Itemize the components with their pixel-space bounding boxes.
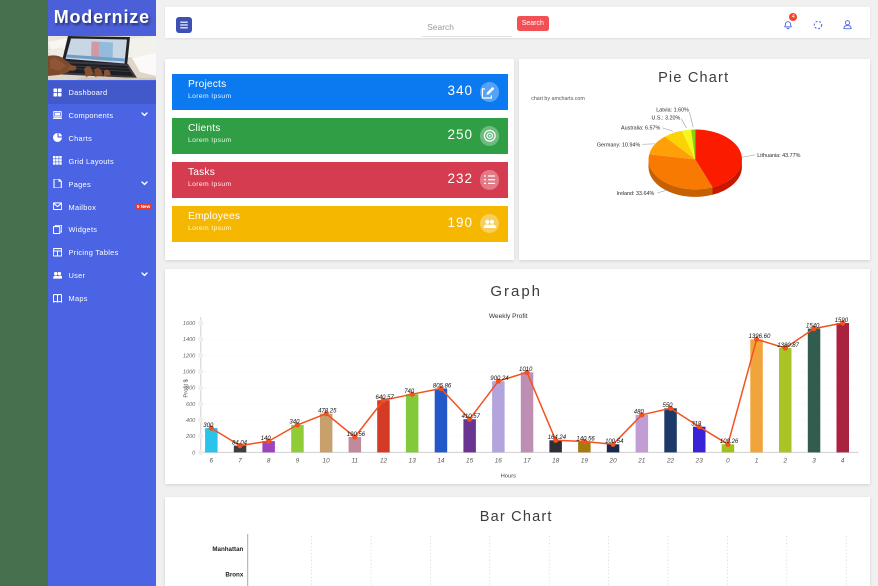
svg-text:900.24: 900.24 xyxy=(490,376,509,382)
svg-text:10: 10 xyxy=(322,457,330,464)
svg-text:Lithuania: 43.77%: Lithuania: 43.77% xyxy=(757,153,800,159)
svg-text:Hours: Hours xyxy=(500,473,516,479)
svg-text:1600: 1600 xyxy=(183,321,196,327)
svg-text:478.25: 478.25 xyxy=(318,408,337,414)
svg-text:300: 300 xyxy=(203,422,214,428)
svg-text:200: 200 xyxy=(185,434,196,440)
svg-text:U.S.: 3.20%: U.S.: 3.20% xyxy=(651,115,680,121)
svg-text:14: 14 xyxy=(437,457,445,464)
svg-text:1: 1 xyxy=(755,457,759,464)
svg-text:Profit $: Profit $ xyxy=(183,378,189,397)
svg-text:1540: 1540 xyxy=(806,323,820,329)
svg-text:Latvia: 1.60%: Latvia: 1.60% xyxy=(656,107,689,113)
svg-text:410.57: 410.57 xyxy=(461,414,480,420)
svg-text:600: 600 xyxy=(186,401,196,407)
svg-text:100.26: 100.26 xyxy=(720,439,739,445)
svg-text:21: 21 xyxy=(637,457,646,464)
svg-text:800: 800 xyxy=(186,385,196,391)
svg-text:400: 400 xyxy=(186,418,196,424)
svg-text:23: 23 xyxy=(694,457,703,464)
svg-text:Bronx: Bronx xyxy=(225,572,243,579)
svg-text:1396.60: 1396.60 xyxy=(748,334,770,340)
svg-text:9: 9 xyxy=(295,457,299,464)
svg-text:22: 22 xyxy=(666,457,675,464)
svg-text:140: 140 xyxy=(260,435,271,441)
svg-text:19: 19 xyxy=(581,457,589,464)
svg-text:7: 7 xyxy=(238,457,242,464)
svg-text:8: 8 xyxy=(267,457,271,464)
svg-text:18: 18 xyxy=(552,457,560,464)
svg-text:17: 17 xyxy=(523,457,531,464)
svg-text:100.54: 100.54 xyxy=(605,439,624,445)
svg-text:6: 6 xyxy=(209,457,213,464)
svg-text:1380.87: 1380.87 xyxy=(777,342,799,348)
svg-text:550: 550 xyxy=(662,403,673,409)
svg-text:Ireland: 33.64%: Ireland: 33.64% xyxy=(616,191,654,197)
svg-text:0: 0 xyxy=(726,457,730,464)
svg-text:340: 340 xyxy=(289,419,300,425)
svg-text:13: 13 xyxy=(408,457,416,464)
svg-text:11: 11 xyxy=(351,457,358,464)
svg-text:20: 20 xyxy=(608,457,617,464)
svg-text:Manhattan: Manhattan xyxy=(212,546,243,553)
svg-text:190.56: 190.56 xyxy=(346,431,365,437)
svg-text:1200: 1200 xyxy=(183,353,196,359)
svg-text:15: 15 xyxy=(466,457,474,464)
svg-text:4: 4 xyxy=(841,457,845,464)
svg-text:480: 480 xyxy=(633,409,644,415)
svg-text:1000: 1000 xyxy=(183,369,196,375)
svg-text:640.57: 640.57 xyxy=(375,395,394,401)
svg-text:740: 740 xyxy=(404,389,415,395)
svg-text:1400: 1400 xyxy=(183,337,196,343)
svg-text:Australia: 6.57%: Australia: 6.57% xyxy=(621,125,660,131)
svg-text:12: 12 xyxy=(380,457,388,464)
svg-text:0: 0 xyxy=(192,450,196,456)
svg-text:1590: 1590 xyxy=(834,317,848,323)
svg-text:140.56: 140.56 xyxy=(576,436,595,442)
svg-text:84.04: 84.04 xyxy=(232,440,248,446)
svg-text:319: 319 xyxy=(691,421,702,427)
svg-text:1010: 1010 xyxy=(519,367,533,373)
svg-text:16: 16 xyxy=(494,457,502,464)
svg-text:Germany: 10.94%: Germany: 10.94% xyxy=(597,142,641,148)
svg-text:164.24: 164.24 xyxy=(547,435,566,441)
svg-text:2: 2 xyxy=(782,457,787,464)
svg-text:3: 3 xyxy=(812,457,816,464)
svg-text:805.86: 805.86 xyxy=(433,383,452,389)
